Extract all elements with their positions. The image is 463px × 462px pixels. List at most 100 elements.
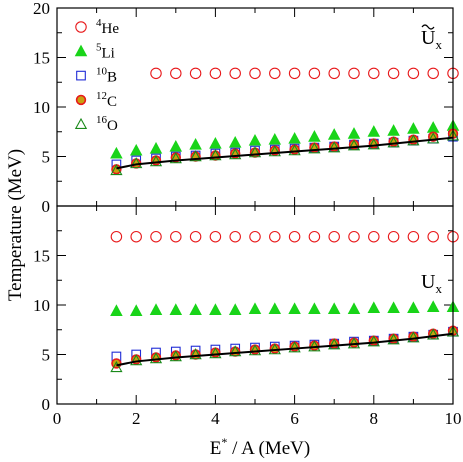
data-point [248, 146, 262, 158]
data-point [328, 230, 340, 243]
data-point [149, 155, 163, 167]
y-tick-label: 0 [42, 395, 51, 414]
data-point [328, 141, 341, 153]
data-point [110, 304, 123, 316]
data-point [308, 230, 321, 243]
data-point [189, 230, 202, 243]
data-point [229, 345, 242, 357]
series-5Li [110, 300, 460, 316]
y-tick-label: 20 [33, 0, 50, 18]
data-point [169, 350, 182, 362]
panel-label-main: U [421, 27, 436, 49]
panel-label: Ux [421, 271, 442, 296]
data-point [170, 67, 182, 80]
data-point [110, 230, 123, 243]
data-point [308, 142, 321, 154]
data-point [407, 301, 420, 313]
data-point [249, 230, 261, 243]
legend-marker [75, 21, 87, 33]
legend-entry: 5Li [74, 41, 115, 61]
data-point [129, 304, 143, 316]
data-point [130, 354, 143, 366]
legend-marker [75, 94, 87, 106]
data-point [308, 67, 321, 80]
series-10B [111, 131, 458, 170]
data-point [149, 303, 163, 315]
data-point [347, 302, 361, 314]
data-point [387, 136, 400, 148]
data-point [367, 301, 381, 313]
data-point [229, 67, 241, 80]
data-point [268, 133, 282, 145]
series-16O [110, 129, 460, 176]
data-point [248, 344, 262, 356]
data-point [248, 134, 262, 146]
legend-label: 12C [96, 90, 117, 110]
data-point [169, 152, 182, 164]
data-point [130, 230, 142, 243]
x-tick-label: 8 [370, 409, 379, 428]
panel-label-tilde [421, 24, 435, 30]
data-point [249, 67, 261, 80]
data-point [209, 230, 222, 243]
data-point [228, 135, 242, 148]
data-point [169, 303, 183, 315]
data-point [387, 230, 400, 243]
legend-label-mass: 4 [96, 17, 102, 29]
data-point [327, 302, 341, 314]
data-point [288, 341, 301, 353]
data-point [150, 67, 162, 80]
panel-label-main: U [421, 271, 436, 293]
legend-marker [74, 44, 88, 57]
data-point [288, 132, 301, 144]
data-point [426, 121, 440, 133]
data-point [170, 230, 182, 243]
panel-label: Ux [421, 27, 442, 52]
series-12C [111, 325, 459, 369]
data-point [407, 67, 420, 80]
data-point [407, 122, 420, 134]
data-point [268, 302, 282, 314]
y-tick-label: 10 [33, 98, 50, 117]
data-point [387, 124, 400, 136]
y-axis-label: Temperature (MeV) [5, 149, 26, 301]
legend-label-element: O [107, 118, 118, 134]
legend-marker [74, 117, 88, 129]
data-point [308, 130, 321, 142]
data-point [269, 67, 281, 80]
legend-label-mass: 12 [96, 90, 107, 102]
data-point [387, 333, 400, 345]
reference-curve [116, 332, 454, 367]
data-point [110, 164, 123, 176]
panel-label-sub: x [435, 37, 442, 52]
data-point [288, 230, 301, 243]
data-point [248, 302, 262, 314]
data-point [189, 137, 202, 150]
data-point [427, 67, 439, 80]
legend-label: 10B [96, 66, 117, 86]
data-point [348, 67, 360, 80]
data-point [130, 157, 143, 169]
data-point [347, 139, 361, 151]
data-point [288, 302, 301, 314]
data-point [367, 335, 380, 347]
data-point [368, 230, 380, 243]
legend-label: 4He [96, 17, 119, 37]
data-point [328, 338, 341, 350]
y-tick-label: 5 [42, 148, 51, 167]
x-axis-label-main: E [210, 438, 222, 459]
series-5Li [110, 119, 460, 159]
data-point [427, 132, 440, 144]
x-axis-label: E* / A (MeV) [210, 435, 310, 459]
data-point [387, 67, 400, 80]
series-10B [111, 326, 458, 362]
data-point [189, 67, 202, 80]
data-point [368, 67, 380, 80]
legend-entry: 4He [75, 17, 119, 37]
legend-label: 16O [96, 114, 118, 134]
legend: 4He 5Li 10B 12C 16O [74, 17, 119, 134]
data-point [110, 361, 123, 373]
data-point [209, 136, 222, 149]
